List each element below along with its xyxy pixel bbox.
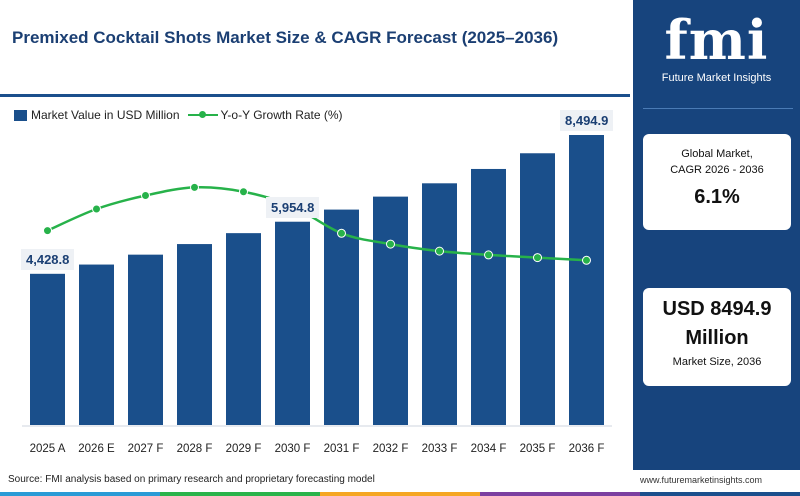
x-tick-label: 2034 F	[471, 443, 507, 455]
growth-point	[43, 226, 52, 236]
growth-point	[386, 239, 395, 249]
strip-segment	[160, 492, 320, 496]
cagr-value: 6.1%	[694, 186, 740, 208]
strip-segment	[320, 492, 480, 496]
fmi-logo: fmi Future Market Insights	[633, 10, 800, 84]
legend-line-label: Y-o-Y Growth Rate (%)	[220, 108, 343, 122]
bottom-color-strip	[0, 492, 800, 496]
growth-point	[190, 182, 199, 192]
chart-plot: 2025 A 2026 E 2027 F 2028 F 2029 F 2030 F 2031…	[22, 135, 612, 455]
growth-point	[582, 255, 591, 265]
growth-point	[239, 187, 248, 197]
cagr-label-line2: CAGR 2026 - 2036	[670, 164, 764, 176]
logo-subtitle: Future Market Insights	[661, 72, 772, 84]
x-tick-label: 2036 F	[569, 443, 605, 455]
market-size-label: Market Size, 2036	[672, 356, 762, 368]
data-label: 4,428.8	[21, 248, 75, 270]
bar	[30, 273, 65, 425]
legend-bar-label: Market Value in USD Million	[31, 108, 180, 122]
x-tick-label: 2035 F	[520, 443, 556, 455]
strip-segment	[640, 492, 800, 496]
bar	[226, 233, 261, 425]
website-url[interactable]: www.futuremarketinsights.com	[639, 475, 762, 485]
x-tick-label: 2029 F	[226, 443, 262, 455]
growth-point	[92, 204, 101, 214]
growth-point	[533, 253, 542, 263]
logo-divider	[643, 108, 793, 109]
growth-point	[141, 191, 150, 200]
market-size-unit: Million	[685, 327, 749, 349]
x-tick-label: 2033 F	[422, 443, 458, 455]
bar	[177, 244, 212, 425]
growth-point	[337, 228, 346, 238]
strip-segment	[480, 492, 640, 496]
legend-line-swatch	[187, 110, 218, 120]
data-label: 8,494.9	[560, 110, 614, 131]
bar	[324, 209, 359, 425]
market-size-value: USD 8494.9	[662, 298, 772, 320]
growth-point	[435, 246, 444, 256]
logo-mark: fmi	[664, 8, 769, 72]
data-label: 5,954.8	[266, 196, 320, 218]
x-tick-label: 2030 F	[275, 443, 311, 455]
bar	[373, 196, 408, 425]
x-tick-label: 2026 E	[78, 443, 115, 455]
source-note: Source: FMI analysis based on primary re…	[8, 474, 375, 485]
x-tick-label: 2025 A	[30, 443, 66, 455]
x-tick-label: 2028 F	[177, 443, 213, 455]
x-tick-label: 2032 F	[373, 443, 409, 455]
summary-panel: fmi Future Market Insights Global Market…	[633, 0, 800, 470]
title-rule	[0, 94, 630, 97]
strip-segment	[0, 492, 160, 496]
cagr-label-line1: Global Market,	[681, 148, 753, 160]
bar	[569, 135, 604, 425]
x-tick-label: 2027 F	[128, 443, 164, 455]
bar	[79, 264, 114, 425]
bar	[275, 221, 310, 425]
market-size-card: USD 8494.9 Million Market Size, 2036	[643, 288, 791, 386]
bar	[422, 183, 457, 425]
cagr-card: Global Market, CAGR 2026 - 2036 6.1%	[643, 134, 791, 230]
chart-title: Premixed Cocktail Shots Market Size & CA…	[12, 28, 559, 47]
x-tick-label: 2031 F	[324, 443, 360, 455]
growth-point	[484, 250, 493, 260]
legend-bar-swatch	[14, 109, 27, 121]
bar	[128, 254, 163, 425]
bar	[471, 168, 506, 425]
bar	[520, 153, 555, 425]
chart-legend: Market Value in USD Million Y-o-Y Growth…	[14, 108, 343, 122]
